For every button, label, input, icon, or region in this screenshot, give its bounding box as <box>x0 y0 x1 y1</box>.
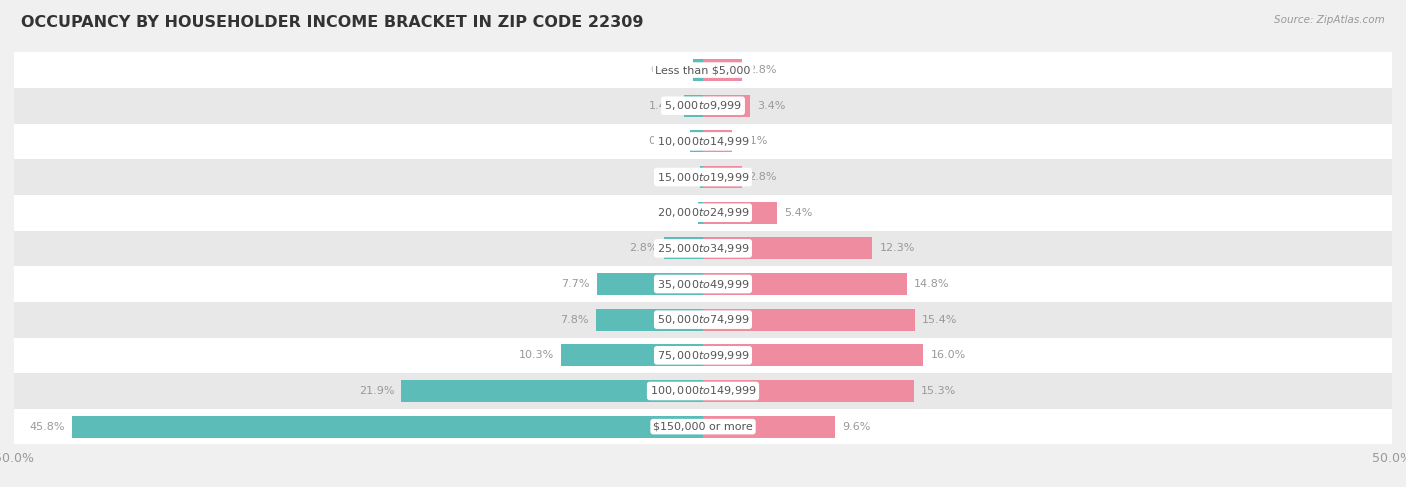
Bar <box>14 159 1392 195</box>
Text: 5.4%: 5.4% <box>785 208 813 218</box>
Bar <box>703 131 733 152</box>
Bar <box>703 309 915 331</box>
Bar <box>700 166 703 188</box>
Text: 21.9%: 21.9% <box>359 386 394 396</box>
Bar <box>14 124 1392 159</box>
Bar <box>703 59 741 81</box>
Bar <box>703 380 914 402</box>
Text: 15.3%: 15.3% <box>921 386 956 396</box>
Text: 9.6%: 9.6% <box>842 422 870 431</box>
Bar <box>596 309 703 331</box>
Text: 16.0%: 16.0% <box>931 350 966 360</box>
Bar <box>401 380 703 402</box>
Text: 0.76%: 0.76% <box>650 65 686 75</box>
Text: 3.4%: 3.4% <box>756 101 785 111</box>
Bar <box>14 337 1392 373</box>
Text: 0.38%: 0.38% <box>655 208 690 218</box>
Bar <box>665 237 703 260</box>
Bar <box>703 166 741 188</box>
Text: $20,000 to $24,999: $20,000 to $24,999 <box>657 206 749 219</box>
Text: 2.8%: 2.8% <box>748 65 778 75</box>
Bar <box>693 59 703 81</box>
Bar <box>561 344 703 366</box>
Bar <box>703 415 835 438</box>
Text: 2.8%: 2.8% <box>628 244 658 253</box>
Text: 2.1%: 2.1% <box>738 136 768 147</box>
Bar <box>703 202 778 224</box>
Text: 1.4%: 1.4% <box>648 101 676 111</box>
Text: $15,000 to $19,999: $15,000 to $19,999 <box>657 170 749 184</box>
Text: 0.92%: 0.92% <box>648 136 683 147</box>
Text: 45.8%: 45.8% <box>30 422 65 431</box>
Bar <box>703 94 749 117</box>
Bar <box>14 302 1392 337</box>
Text: 15.4%: 15.4% <box>922 315 957 325</box>
Text: $5,000 to $9,999: $5,000 to $9,999 <box>664 99 742 112</box>
Bar <box>697 202 703 224</box>
Text: $50,000 to $74,999: $50,000 to $74,999 <box>657 313 749 326</box>
Bar <box>14 88 1392 124</box>
Text: $150,000 or more: $150,000 or more <box>654 422 752 431</box>
Bar <box>598 273 703 295</box>
Text: OCCUPANCY BY HOUSEHOLDER INCOME BRACKET IN ZIP CODE 22309: OCCUPANCY BY HOUSEHOLDER INCOME BRACKET … <box>21 15 644 30</box>
Text: $25,000 to $34,999: $25,000 to $34,999 <box>657 242 749 255</box>
Bar <box>14 409 1392 445</box>
Text: 14.8%: 14.8% <box>914 279 949 289</box>
Text: 7.8%: 7.8% <box>560 315 589 325</box>
Bar <box>14 52 1392 88</box>
Text: $35,000 to $49,999: $35,000 to $49,999 <box>657 278 749 291</box>
Bar <box>703 237 873 260</box>
Text: 7.7%: 7.7% <box>561 279 591 289</box>
Text: 2.8%: 2.8% <box>748 172 778 182</box>
Text: 12.3%: 12.3% <box>879 244 915 253</box>
Text: 10.3%: 10.3% <box>519 350 554 360</box>
Text: $10,000 to $14,999: $10,000 to $14,999 <box>657 135 749 148</box>
Text: $75,000 to $99,999: $75,000 to $99,999 <box>657 349 749 362</box>
Bar <box>14 373 1392 409</box>
Text: 0.23%: 0.23% <box>658 172 693 182</box>
Text: Less than $5,000: Less than $5,000 <box>655 65 751 75</box>
Bar <box>72 415 703 438</box>
Text: $100,000 to $149,999: $100,000 to $149,999 <box>650 385 756 397</box>
Bar <box>14 195 1392 230</box>
Bar <box>14 230 1392 266</box>
Bar <box>703 344 924 366</box>
Bar <box>14 266 1392 302</box>
Bar <box>683 94 703 117</box>
Text: Source: ZipAtlas.com: Source: ZipAtlas.com <box>1274 15 1385 25</box>
Bar <box>703 273 907 295</box>
Bar <box>690 131 703 152</box>
